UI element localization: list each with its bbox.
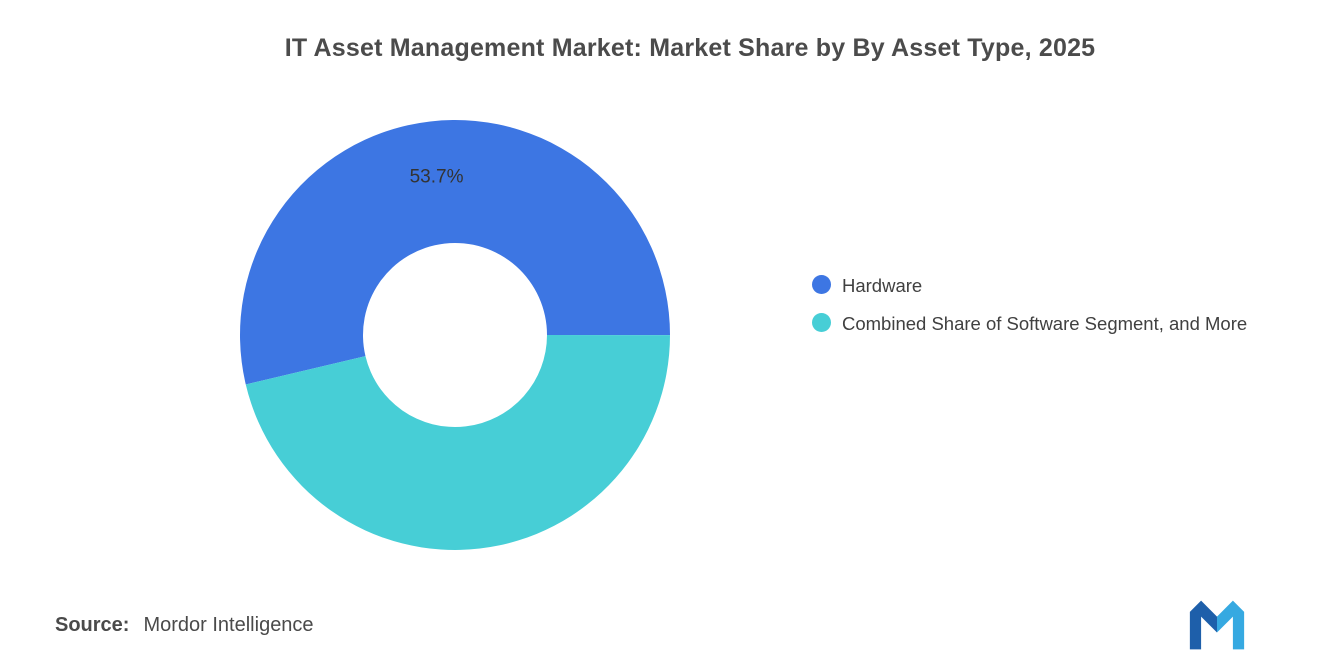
pie-slice-0[interactable]	[240, 120, 671, 385]
legend: Hardware Combined Share of Software Segm…	[812, 272, 1282, 347]
legend-swatch-icon	[812, 312, 831, 332]
donut-chart: 53.7%	[240, 120, 671, 550]
legend-swatch-icon	[812, 275, 831, 294]
legend-item-label: Combined Share of Software Segment, and …	[842, 312, 1248, 334]
legend-item-label: Hardware	[842, 275, 923, 296]
source-text: Mordor Intelligence	[143, 614, 314, 636]
chart-title: IT Asset Management Market: Market Share…	[284, 34, 1096, 62]
mordor-intelligence-logo	[1189, 600, 1245, 650]
legend-item-software-and-more[interactable]: Combined Share of Software Segment, and …	[812, 310, 1282, 339]
legend-item-hardware[interactable]: Hardware	[812, 272, 1282, 301]
chart-data-label: 53.7%	[410, 167, 464, 188]
donut-chart-area: 53.7%	[225, 105, 685, 565]
pie-slice-1[interactable]	[245, 335, 670, 550]
source-attribution: Source: Mordor Intelligence	[55, 614, 314, 637]
source-label: Source:	[55, 614, 130, 636]
